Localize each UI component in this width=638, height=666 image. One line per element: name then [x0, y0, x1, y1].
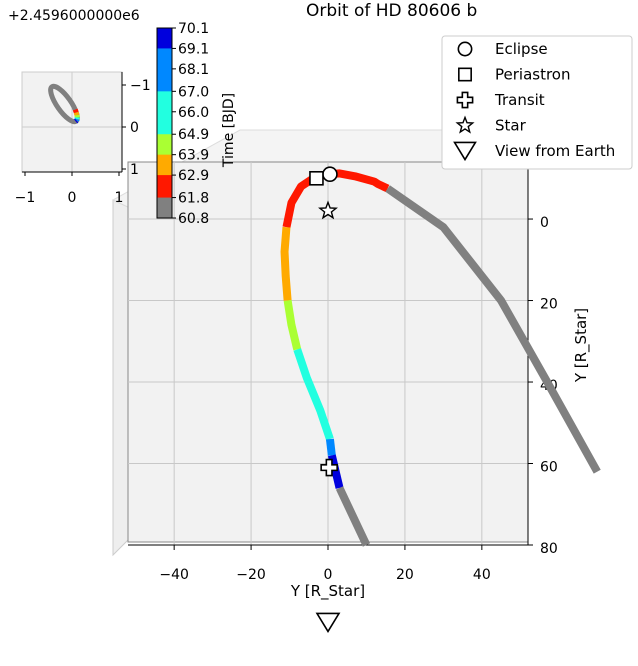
- legend-eclipse-symbol: [457, 41, 473, 57]
- orbit-path: [280, 169, 601, 547]
- inset-x-ticks: −1 0 1: [15, 172, 124, 206]
- orbit-segment: [280, 226, 292, 301]
- colorbar-tick-label: 66.0: [178, 105, 209, 121]
- view-from-earth-marker: [315, 612, 341, 633]
- colorbar-ticks: 70.1 69.1 68.1 67.0 66.0 64.9 63.9 62.9 61.8 60.8: [172, 21, 209, 227]
- colorbar-tick-label: 64.9: [178, 127, 209, 143]
- inset-y-tick-label: 0: [130, 120, 139, 136]
- inset-y-ticks: −1 0 1: [122, 78, 151, 178]
- colorbar-cell: [157, 48, 172, 92]
- main-x-tick-label: 20: [396, 567, 414, 583]
- legend-items: Eclipse Periastron Transit Star View from Ea…: [453, 40, 615, 162]
- colorbar-tick-label: 67.0: [178, 84, 209, 100]
- y-axis-label: Y [R_Star]: [572, 308, 591, 383]
- legend-label: Star: [495, 117, 527, 135]
- orbit-segment: [293, 348, 334, 441]
- x-axis-label: Y [R_Star]: [290, 582, 365, 601]
- inset-orbit-colored-arc: [74, 118, 79, 124]
- periastron-marker: [309, 170, 324, 186]
- orbit-segment: [329, 169, 390, 193]
- inset-axes: −1 0 1 −1 0 1: [15, 71, 151, 206]
- main-x-ticks: −40 −20 0 20 40: [159, 545, 491, 583]
- main-y-tick-label: 60: [540, 460, 558, 476]
- colorbar-tick-label: 60.8: [178, 211, 209, 227]
- orbit-segment: [335, 486, 371, 547]
- legend-label: View from Earth: [495, 142, 615, 160]
- colorbar-tick-label: 61.8: [178, 191, 209, 207]
- legend-transit-symbol: [456, 91, 474, 109]
- colorbar-cell: [157, 91, 172, 135]
- main-x-tick-label: −40: [159, 567, 189, 583]
- inset-orbit-colored-arc: [74, 118, 80, 122]
- main-x-tick-label: 0: [324, 567, 333, 583]
- legend-label: Eclipse: [495, 40, 548, 58]
- legend: Eclipse Periastron Transit Star View from Ea…: [441, 35, 633, 170]
- legend-periastron-symbol: [458, 67, 472, 82]
- orbit-segment: [325, 438, 336, 456]
- main-y-tick-label: 80: [540, 541, 558, 557]
- colorbar-tick-label: 70.1: [178, 21, 209, 37]
- main-y-tick-label: 20: [540, 297, 558, 313]
- star-marker: [318, 200, 338, 220]
- colorbar-cell: [157, 154, 172, 176]
- main-x-tick-label: −20: [236, 567, 266, 583]
- main-axes: −40 −20 0 20 40 0 20 40 60 80 −20: [111, 129, 562, 583]
- colorbar-cell: [157, 197, 172, 219]
- colorbar: 70.1 69.1 68.1 67.0 66.0 64.9 63.9 62.9 61.8 60.8…: [156, 21, 237, 227]
- inset-x-tick-label: 1: [115, 190, 124, 206]
- inset-y-tick-label: −1: [130, 78, 151, 94]
- inset-orbit-colored-arc: [74, 117, 80, 120]
- main-axes-side-pane: [112, 199, 129, 557]
- orbit-segment: [327, 454, 344, 489]
- colorbar-tick-label: 69.1: [178, 41, 209, 57]
- inset-orbit-colored-arc: [74, 114, 80, 118]
- legend-view-from-earth-symbol: [453, 141, 477, 162]
- main-y-tick-label: 0: [540, 215, 549, 231]
- orbit-segment: [283, 299, 302, 351]
- colorbar-frame: [156, 27, 173, 219]
- legend-frame: [441, 35, 633, 170]
- colorbar-tick-label: 62.9: [178, 168, 209, 184]
- legend-label: Periastron: [495, 66, 570, 84]
- colorbar-tick-label: 68.1: [178, 62, 209, 78]
- colorbar-cell: [157, 134, 172, 156]
- inset-orbit-colored-arc: [72, 108, 79, 114]
- eclipse-marker: [322, 166, 338, 183]
- orbit-markers: [309, 166, 341, 633]
- legend-label: Transit: [494, 91, 545, 109]
- inset-x-tick-label: 0: [68, 190, 77, 206]
- time-offset-label: +2.4596000000e6: [8, 8, 140, 24]
- colorbar-label: Time [BJD]: [221, 93, 237, 168]
- colorbar-cells: [157, 28, 172, 219]
- colorbar-cell: [157, 28, 172, 49]
- orbit-segment: [385, 185, 601, 474]
- chart-title: Orbit of HD 80606 b: [306, 1, 477, 21]
- inset-y-tick-label: 1: [130, 162, 139, 178]
- colorbar-tick-label: 63.9: [178, 148, 209, 164]
- inset-orbit-ring: [48, 83, 80, 125]
- inset-x-tick-label: −1: [15, 190, 36, 206]
- transit-marker: [320, 458, 338, 477]
- inset-orbit-colored-arc: [73, 111, 80, 116]
- main-x-tick-label: 40: [473, 567, 491, 583]
- legend-star-symbol: [455, 115, 475, 134]
- colorbar-cell: [157, 175, 172, 199]
